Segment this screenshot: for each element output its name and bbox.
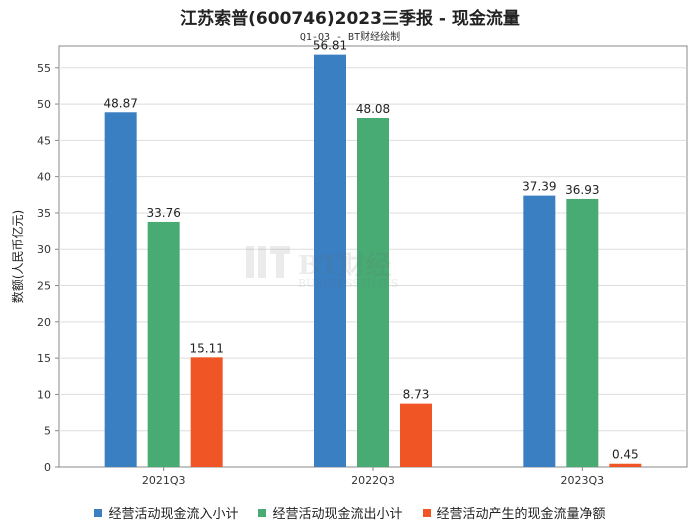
x-tick-label: 2022Q3 — [351, 474, 395, 487]
y-tick-label: 50 — [37, 98, 51, 111]
y-tick-label: 55 — [37, 62, 51, 75]
bar-value-label: 37.39 — [522, 180, 556, 194]
bar — [523, 195, 556, 468]
legend-swatch — [422, 508, 431, 517]
y-axis-label: 数额(人民币亿元) — [10, 210, 25, 303]
bar-value-label: 48.08 — [356, 102, 390, 116]
legend-swatch — [94, 508, 103, 517]
y-tick-label: 45 — [37, 134, 51, 147]
bar-value-label: 0.45 — [612, 448, 639, 462]
bar — [609, 463, 642, 467]
x-tick-label: 2021Q3 — [142, 474, 186, 487]
bar — [147, 221, 180, 467]
y-tick-label: 30 — [37, 243, 51, 256]
legend-label: 经营活动现金流入小计 — [108, 507, 239, 522]
chart-title: 江苏索普(600746)2023三季报 - 现金流量 — [180, 9, 520, 29]
legend-item: 经营活动现金流入小计 — [94, 503, 238, 522]
legend-label: 经营活动现金流出小计 — [272, 507, 403, 522]
bar-value-label: 48.87 — [103, 96, 137, 110]
bar — [314, 54, 346, 468]
legend-swatch — [258, 508, 267, 517]
legend-label: 经营活动产生的现金流量净额 — [436, 507, 606, 522]
bar-value-label: 15.11 — [189, 341, 223, 355]
legend: 经营活动现金流入小计 经营活动现金流出小计 经营活动产生的现金流量净额 — [0, 503, 700, 522]
chart-subtitle: Q1-Q3 - BT财经绘制 — [299, 32, 401, 43]
svg-text:BUSINESSTIMES: BUSINESSTIMES — [298, 277, 398, 290]
y-tick-label: 10 — [37, 388, 51, 401]
bar-value-label: 36.93 — [565, 183, 599, 197]
chart-area: 0 5 10 15 20 25 30 35 40 45 50 55 数额(人民币亿元) 48.87 33.7… — [10, 39, 688, 487]
bar — [400, 403, 432, 467]
bar-value-label: 8.73 — [403, 388, 430, 402]
y-tick-label: 35 — [37, 207, 51, 220]
y-tick-label: 20 — [37, 316, 51, 329]
watermark-logo: BT财经 BUSINESSTIMES — [246, 240, 456, 294]
svg-text:BT财经: BT财经 — [298, 250, 391, 281]
bar — [104, 112, 137, 467]
legend-item: 经营活动产生的现金流量净额 — [422, 503, 606, 522]
bar — [357, 118, 389, 467]
y-tick-label: 40 — [37, 171, 51, 184]
bar-value-label: 33.76 — [146, 206, 180, 220]
y-tick-label: 0 — [44, 461, 51, 474]
x-tick-label: 2023Q3 — [561, 474, 605, 487]
y-tick-label: 15 — [37, 352, 51, 365]
bar-value-label: 56.81 — [313, 39, 347, 53]
bar — [566, 198, 599, 467]
y-tick-label: 5 — [44, 425, 51, 438]
legend-item: 经营活动现金流出小计 — [258, 503, 403, 522]
bar — [190, 357, 223, 467]
y-tick-label: 25 — [37, 280, 51, 293]
